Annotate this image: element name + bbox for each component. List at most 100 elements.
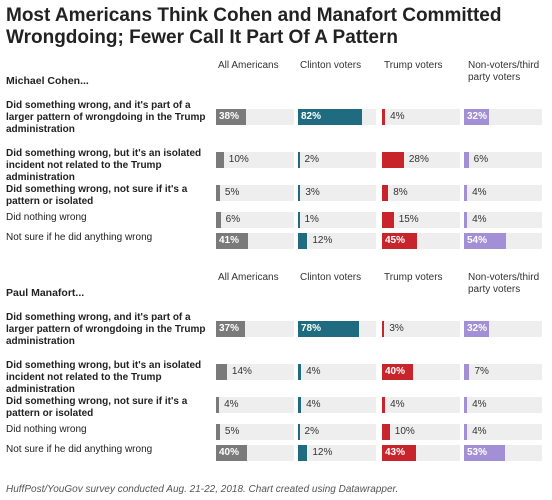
bar-cell-clinton-voters: 2% — [298, 424, 376, 440]
data-label: 37% — [219, 323, 240, 334]
bar-cell-clinton-voters: 3% — [298, 185, 376, 201]
bar-track — [298, 424, 376, 440]
bar — [464, 424, 468, 440]
data-label: 5% — [224, 187, 240, 198]
bar-track — [216, 397, 294, 413]
bar-track — [298, 233, 376, 249]
bar-cell-clinton-voters: 12% — [298, 445, 376, 461]
bar-track — [216, 364, 294, 380]
bar-cell-all-americans: 41% — [216, 233, 294, 249]
bar — [464, 364, 470, 380]
row-label: Did something wrong, not sure if it's a … — [6, 184, 188, 207]
bar-cell-trump-voters: 3% — [382, 321, 460, 337]
bar — [216, 321, 245, 337]
bar — [464, 185, 468, 201]
bar-cell-non-voters-third-party-voters: 54% — [464, 233, 542, 249]
bar — [464, 212, 468, 228]
bar — [382, 152, 404, 168]
data-label: 4% — [472, 187, 487, 198]
bar-track — [464, 152, 542, 168]
data-label: 4% — [472, 214, 487, 225]
row-label: Did nothing wrong — [6, 424, 87, 435]
bar-cell-trump-voters: 8% — [382, 185, 460, 201]
data-label: 78% — [301, 323, 322, 334]
bar-cell-non-voters-third-party-voters: 4% — [464, 185, 542, 201]
data-label: 40% — [219, 447, 240, 458]
row-label: Did something wrong, and it's part of a … — [6, 312, 206, 347]
bar — [216, 185, 220, 201]
bar — [298, 445, 308, 461]
data-label: 28% — [408, 154, 429, 165]
bar-cell-clinton-voters: 12% — [298, 233, 376, 249]
bar-cell-all-americans: 37% — [216, 321, 294, 337]
bar-cell-all-americans: 38% — [216, 109, 294, 125]
data-label: 8% — [393, 187, 408, 198]
section-label: Paul Manafort... — [6, 287, 85, 299]
bar-cell-non-voters-third-party-voters: 4% — [464, 424, 542, 440]
data-label: 10% — [228, 154, 249, 165]
bar-cell-all-americans: 5% — [216, 424, 294, 440]
data-label: 14% — [231, 366, 252, 377]
bar — [216, 424, 220, 440]
bar-track — [298, 212, 376, 228]
bar — [298, 424, 300, 440]
data-label: 6% — [473, 154, 489, 165]
bar — [464, 152, 469, 168]
bar-track — [298, 397, 376, 413]
bar-track — [464, 424, 542, 440]
bar-cell-trump-voters: 15% — [382, 212, 460, 228]
column-header-all-americans: All Americans — [218, 272, 279, 283]
bar — [382, 424, 390, 440]
data-label: 53% — [467, 447, 488, 458]
bar-cell-non-voters-third-party-voters: 6% — [464, 152, 542, 168]
data-label: 1% — [304, 214, 319, 225]
chart-footer: HuffPost/YouGov survey conducted Aug. 21… — [6, 484, 399, 495]
bar — [216, 364, 227, 380]
bar — [298, 397, 302, 413]
row-label: Did something wrong, and it's part of a … — [6, 100, 206, 135]
bar-cell-trump-voters: 43% — [382, 445, 460, 461]
bar-track — [298, 364, 376, 380]
data-label: 82% — [301, 111, 322, 122]
bar — [382, 212, 394, 228]
row-label: Did nothing wrong — [6, 212, 87, 223]
data-label: 4% — [472, 426, 487, 437]
data-label: 2% — [304, 426, 319, 437]
bar-cell-all-americans: 5% — [216, 185, 294, 201]
section-label: Michael Cohen... — [6, 75, 89, 87]
bar-track — [298, 152, 376, 168]
chart-title: Most Americans Think Cohen and Manafort … — [6, 5, 502, 48]
data-label: 3% — [389, 323, 404, 334]
bar-track — [298, 185, 376, 201]
bar-cell-trump-voters: 4% — [382, 397, 460, 413]
bar-cell-non-voters-third-party-voters: 32% — [464, 109, 542, 125]
bar-cell-clinton-voters: 4% — [298, 364, 376, 380]
bar-track — [382, 109, 460, 125]
bar — [382, 445, 416, 461]
bar — [298, 109, 362, 125]
bar-cell-trump-voters: 10% — [382, 424, 460, 440]
data-label: 2% — [304, 154, 319, 165]
row-label: Not sure if he did anything wrong — [6, 232, 153, 243]
bar-track — [382, 424, 460, 440]
bar-cell-all-americans: 6% — [216, 212, 294, 228]
data-label: 6% — [225, 214, 241, 225]
bar-cell-all-americans: 14% — [216, 364, 294, 380]
data-label: 54% — [467, 235, 488, 246]
row-label: Did something wrong, not sure if it's a … — [6, 396, 188, 419]
bar-cell-non-voters-third-party-voters: 7% — [464, 364, 542, 380]
data-label: 7% — [474, 366, 489, 377]
data-label: 32% — [467, 323, 488, 334]
bar-track — [382, 212, 460, 228]
bar — [382, 109, 386, 125]
row-label: Did something wrong, but it's an isolate… — [6, 148, 202, 183]
bar-track — [216, 424, 294, 440]
bar — [382, 185, 389, 201]
data-label: 4% — [306, 366, 321, 377]
bar — [216, 397, 220, 413]
data-label: 5% — [224, 426, 240, 437]
data-label: 41% — [219, 235, 240, 246]
bar — [464, 445, 506, 461]
data-label: 4% — [306, 399, 321, 410]
bar-track — [464, 212, 542, 228]
